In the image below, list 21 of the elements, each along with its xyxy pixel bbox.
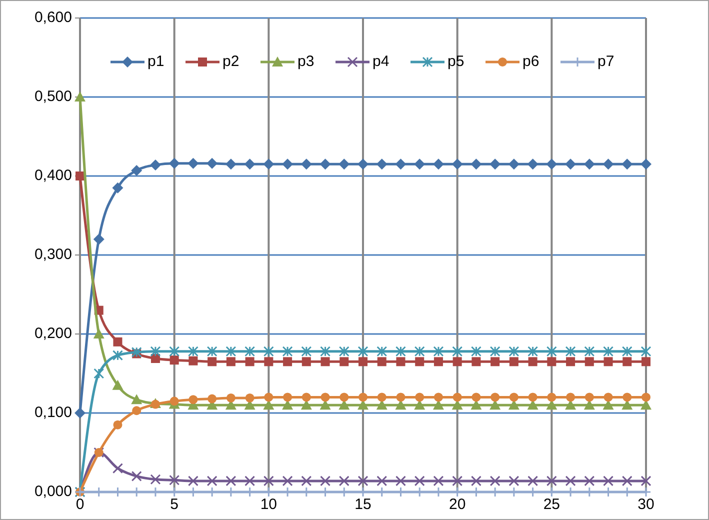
x-tick-label: 30 <box>638 496 654 513</box>
y-tick-label: 0,600 <box>34 8 72 26</box>
y-tick-label: 0,500 <box>34 88 72 105</box>
x-tick-label: 15 <box>354 496 372 513</box>
legend-label: p5 <box>448 52 464 70</box>
legend-label: p4 <box>372 52 390 70</box>
x-tick-label: 20 <box>448 496 466 513</box>
legend-label: p7 <box>598 52 614 70</box>
legend-label: p3 <box>298 52 314 70</box>
x-tick-label: 0 <box>76 496 84 513</box>
y-tick-label: 0,200 <box>34 324 72 342</box>
legend-label: p2 <box>222 52 240 70</box>
legend-label: p6 <box>522 52 540 70</box>
x-tick-label: 5 <box>170 496 179 513</box>
legend-label: p1 <box>148 52 164 70</box>
y-tick-label: 0,000 <box>34 482 72 500</box>
y-tick-label: 0,400 <box>34 166 72 184</box>
x-tick-label: 25 <box>543 496 560 513</box>
y-tick-label: 0,300 <box>34 246 72 263</box>
y-tick-label: 0,100 <box>34 404 72 421</box>
x-tick-label: 10 <box>260 496 278 513</box>
